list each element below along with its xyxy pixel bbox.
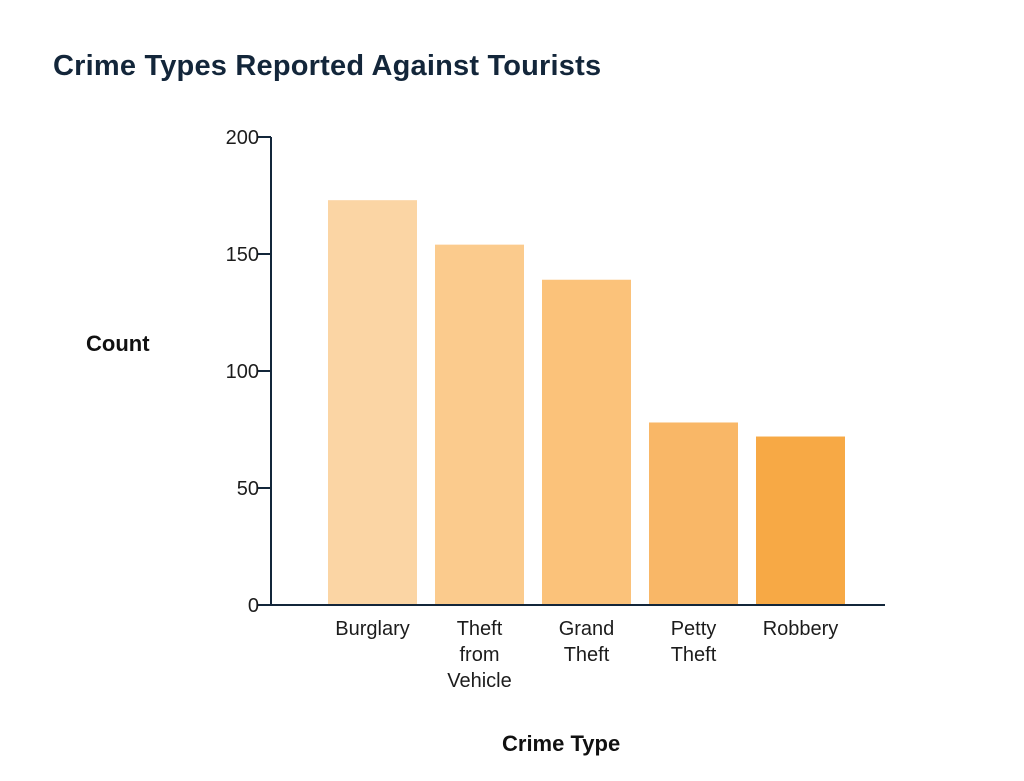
bar-5 (756, 436, 845, 605)
chart-title: Crime Types Reported Against Tourists (53, 50, 602, 82)
category-label-1: Burglary (335, 618, 409, 640)
y-tick-label-50: 50 (237, 478, 259, 500)
y-tick-label-200: 200 (226, 127, 259, 149)
y-tick-label-100: 100 (226, 361, 259, 383)
bar-1 (328, 200, 417, 605)
bar-2 (435, 244, 524, 605)
category-label-2: Theft from Vehicle (447, 618, 512, 692)
x-axis-label: Crime Type (502, 731, 621, 756)
category-label-3: Grand Theft (559, 618, 615, 666)
category-label-4: Petty Theft (671, 618, 717, 666)
y-axis-label: Count (86, 331, 150, 356)
y-tick-label-150: 150 (226, 244, 259, 266)
y-tick-label-0: 0 (248, 595, 259, 617)
bar-3 (542, 279, 631, 605)
bar-4 (649, 422, 738, 605)
category-label-5: Robbery (763, 618, 839, 640)
